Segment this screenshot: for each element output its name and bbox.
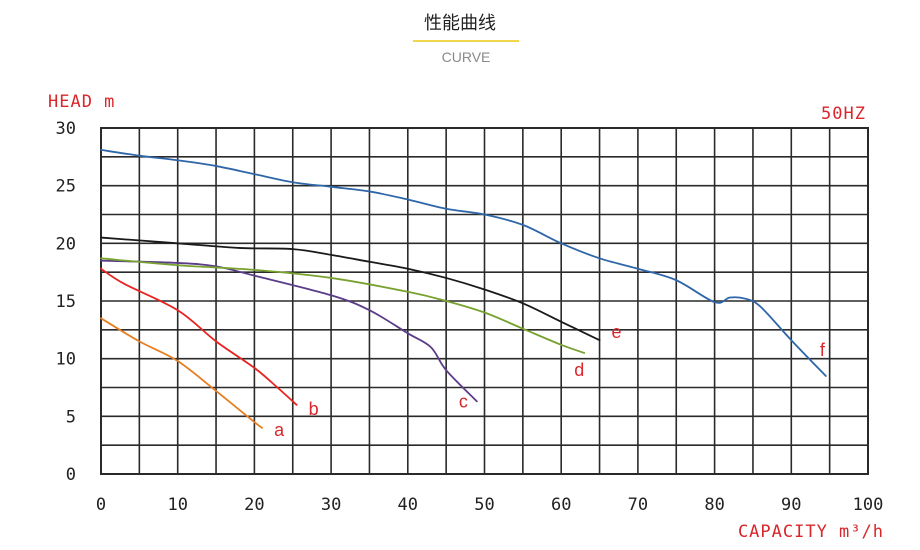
- y-tick-label: 30: [56, 119, 76, 139]
- series-label-e: e: [612, 322, 622, 342]
- y-tick-label: 0: [66, 465, 76, 485]
- y-tick-label: 10: [56, 350, 76, 370]
- chart-series-labels: a b c d e f: [274, 322, 826, 440]
- chart-grid: [100, 127, 869, 475]
- chart-ticks: 0 10 20 30 40 50 60 70 80 90 100 0 5 10 15 20 25 30: [56, 119, 884, 515]
- page-subtitle: CURVE: [442, 49, 491, 65]
- y-tick-label: 15: [56, 292, 76, 312]
- y-tick-label: 5: [66, 407, 76, 427]
- series-label-f: f: [820, 340, 826, 360]
- x-tick-label: 20: [244, 495, 264, 515]
- x-tick-label: 90: [781, 495, 801, 515]
- series-line-d: [100, 257, 586, 354]
- series-line-e: [100, 236, 601, 342]
- x-tick-label: 80: [704, 495, 724, 515]
- x-tick-label: 60: [551, 495, 571, 515]
- x-tick-label: 10: [167, 495, 187, 515]
- frequency-label: 50HZ: [821, 104, 866, 124]
- series-label-c: c: [459, 391, 468, 411]
- x-tick-label: 30: [321, 495, 341, 515]
- series-line-b: [100, 267, 298, 406]
- y-axis-label: HEAD m: [48, 92, 115, 112]
- series-label-d: d: [574, 360, 584, 380]
- x-tick-label: 100: [853, 495, 884, 515]
- y-tick-label: 20: [56, 234, 76, 254]
- plot-frame: [100, 127, 869, 475]
- x-tick-label: 70: [628, 495, 648, 515]
- y-tick-label: 25: [56, 177, 76, 197]
- series-line-f: [100, 149, 827, 377]
- page-title: 性能曲线: [424, 13, 496, 34]
- x-tick-label: 0: [96, 495, 106, 515]
- chart-series: [100, 149, 827, 429]
- series-label-b: b: [309, 399, 319, 419]
- x-tick-label: 40: [398, 495, 418, 515]
- x-axis-label: CAPACITY m³/h: [738, 522, 884, 542]
- series-line-c: [100, 259, 478, 403]
- series-label-a: a: [274, 420, 285, 440]
- x-tick-label: 50: [474, 495, 494, 515]
- series-line-a: [100, 317, 263, 429]
